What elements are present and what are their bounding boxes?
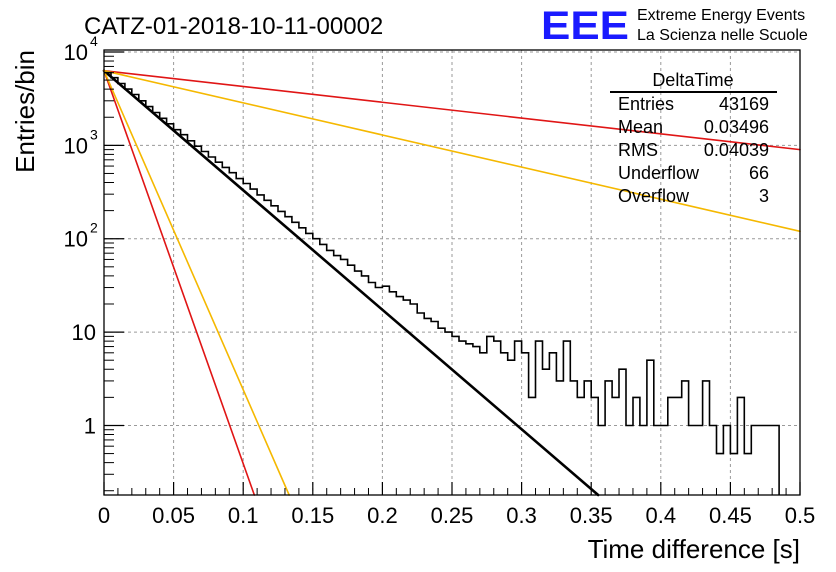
grid-lines: [104, 50, 800, 495]
stats-row-label: RMS: [618, 140, 658, 160]
stats-row-label: Underflow: [618, 163, 700, 183]
stats-row-value: 3: [759, 186, 769, 206]
fit-line: [102, 69, 600, 497]
stats-box-rows: Entries 43169 Mean 0.03496 RMS 0.04039Underfl…: [618, 94, 769, 206]
stats-row-value: 0.03496: [704, 117, 769, 137]
x-tick-label: 0.3: [506, 503, 537, 528]
eee-logo: EEE Extreme Energy Events La Scienza nel…: [541, 4, 808, 48]
fit-curves: [102, 69, 801, 497]
stats-row-value: 0.04039: [704, 140, 769, 160]
x-tick-label: 0.25: [431, 503, 474, 528]
x-tick-label: 0.1: [228, 503, 259, 528]
stats-row-label: Mean: [618, 117, 663, 137]
axis-ticks: [103, 51, 801, 495]
y-tick-label: 10: [64, 40, 88, 65]
x-tick-label: 0.5: [785, 503, 816, 528]
stats-row-value: 66: [749, 163, 769, 183]
x-tick-label: 0.35: [570, 503, 613, 528]
stats-row-label: Overflow: [618, 186, 690, 206]
eee-logo-line2: La Scienza nelle Scuole: [637, 27, 808, 44]
x-tick-label: 0.05: [152, 503, 195, 528]
stats-row-label: Entries: [618, 94, 674, 114]
x-tick-label: 0.45: [709, 503, 752, 528]
y-axis-label: Entries/bin: [10, 50, 40, 173]
stats-box: DeltaTime Entries 43169 Mean 0.03496 RMS 0.04…: [610, 70, 777, 206]
y-tick-label: 1: [84, 413, 96, 438]
y-tick-exponent: 3: [90, 126, 98, 142]
stats-row-value: 43169: [719, 94, 769, 114]
x-tick-labels: 0 0.05 0.1 0.15 0.2 0.25 0.3 0.35 0.4 0.45 0.5: [98, 503, 815, 528]
x-tick-label: 0.4: [646, 503, 677, 528]
x-tick-label: 0.15: [291, 503, 334, 528]
eee-logo-line1: Extreme Energy Events: [637, 7, 805, 24]
y-tick-exponent: 4: [90, 33, 98, 49]
fit-line: [103, 69, 256, 496]
fit-line: [103, 69, 290, 496]
x-tick-label: 0: [98, 503, 110, 528]
chart-title: CATZ-01-2018-10-11-00002: [84, 13, 383, 40]
y-tick-exponent: 2: [90, 220, 98, 236]
y-tick-label: 10: [64, 227, 88, 252]
x-axis-label: Time difference [s]: [588, 534, 800, 564]
histogram-steps: [104, 71, 780, 495]
fit-line: [103, 69, 801, 151]
fit-line: [103, 69, 801, 233]
y-tick-label: 10: [72, 320, 96, 345]
stats-box-title: DeltaTime: [652, 70, 733, 90]
y-tick-label: 10: [64, 133, 88, 158]
x-tick-label: 0.2: [367, 503, 398, 528]
eee-logo-letters: EEE: [541, 4, 629, 48]
